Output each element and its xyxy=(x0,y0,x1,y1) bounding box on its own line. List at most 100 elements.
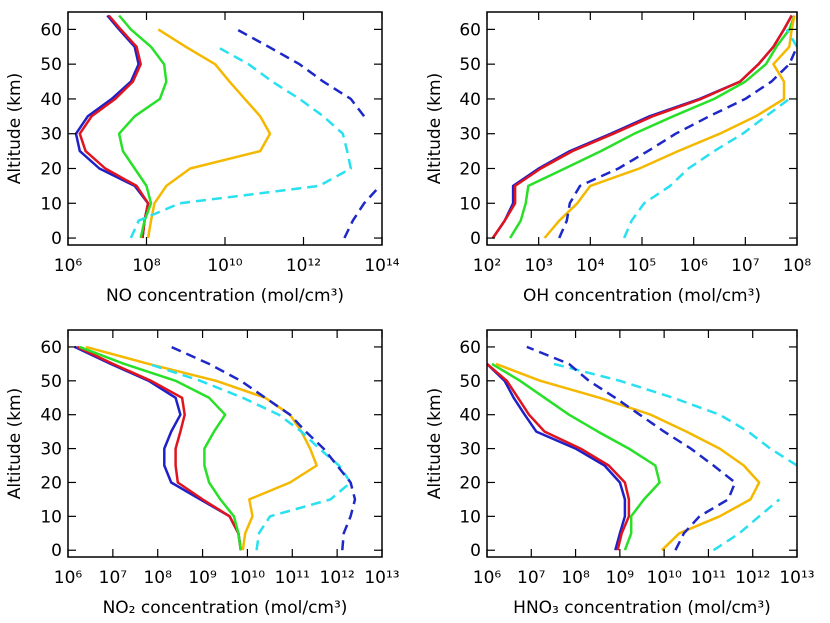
profile-line xyxy=(170,345,357,551)
profile-line xyxy=(526,345,737,551)
x-tick-label: 10⁶ xyxy=(54,568,83,588)
profile-line xyxy=(117,14,168,239)
series-group xyxy=(74,345,357,551)
profile-line xyxy=(129,45,353,239)
y-tick-label: 10 xyxy=(459,194,481,214)
y-tick-label: 50 xyxy=(40,55,62,75)
x-tick-label: 10¹⁰ xyxy=(207,256,242,276)
plot-frame xyxy=(486,329,798,558)
x-tick-label: 10¹³ xyxy=(779,568,814,588)
y-tick-label: 40 xyxy=(40,406,62,426)
y-tick-label: 20 xyxy=(40,473,62,493)
y-tick-label: 60 xyxy=(459,338,481,358)
series-group xyxy=(74,14,381,239)
x-tick-label: 10⁹ xyxy=(606,568,635,588)
plot-frame xyxy=(67,11,383,246)
x-tick-label: 10⁸ xyxy=(132,256,161,276)
y-tick-label: 40 xyxy=(459,90,481,110)
profile-line xyxy=(148,362,352,551)
y-tick-label: 30 xyxy=(459,125,481,145)
y-tick-label: 50 xyxy=(459,372,481,392)
y-axis-label: Altitude (km) xyxy=(425,388,445,500)
profile-line xyxy=(146,28,272,239)
x-tick-label: 10⁷ xyxy=(99,568,128,588)
y-tick-label: 30 xyxy=(459,440,481,460)
x-tick-label: 10³ xyxy=(524,256,552,276)
y-tick-label: 0 xyxy=(470,229,481,249)
y-tick-label: 60 xyxy=(459,20,481,40)
profile-line xyxy=(487,362,627,551)
x-tick-label: 10¹² xyxy=(286,256,321,276)
panel: 0 10 20 30 40 50 60 10² 10³ 10⁴ 10⁵ 10⁶ 10⁷ 10⁸ OH con… xyxy=(425,11,812,306)
x-tick-label: 10⁹ xyxy=(188,568,217,588)
profile-line xyxy=(79,345,243,551)
x-tick-label: 10¹² xyxy=(320,568,355,588)
y-tick-label: 10 xyxy=(40,194,62,214)
profile-line xyxy=(495,362,761,552)
x-tick-label: 10⁵ xyxy=(628,256,656,276)
profile-line xyxy=(236,28,366,118)
x-tick-label: 10⁶ xyxy=(473,568,502,588)
profile-line xyxy=(622,97,791,239)
profile-line xyxy=(74,345,243,551)
y-tick-label: 40 xyxy=(459,406,481,426)
x-tick-label: 10⁴ xyxy=(576,256,605,276)
x-axis-label: OH concentration (mol/cm³) xyxy=(523,286,761,306)
x-tick-label: 10² xyxy=(473,256,501,276)
y-axis-label: Altitude (km) xyxy=(5,73,25,185)
profile-line xyxy=(712,498,781,552)
series-group xyxy=(491,14,797,239)
profile-line xyxy=(558,46,797,239)
y-tick-label: 0 xyxy=(51,229,62,249)
panel: 0 10 20 30 40 50 60 10⁶ 10⁷ 10⁸ 10⁹ 10¹⁰ 10¹¹ 10¹² 10¹… xyxy=(425,329,815,618)
x-tick-label: 10⁸ xyxy=(783,256,812,276)
y-tick-label: 20 xyxy=(459,159,481,179)
x-tick-label: 10⁶ xyxy=(679,256,708,276)
x-tick-label: 10⁶ xyxy=(54,256,83,276)
profile-line xyxy=(553,362,797,467)
profile-line xyxy=(543,15,796,239)
y-axis-label: Altitude (km) xyxy=(5,388,25,500)
profile-line xyxy=(85,345,318,551)
y-tick-label: 50 xyxy=(459,55,481,75)
y-tick-label: 20 xyxy=(459,473,481,493)
x-axis-label: NO concentration (mol/cm³) xyxy=(106,286,344,306)
profile-line xyxy=(491,14,793,239)
profile-line xyxy=(509,15,796,239)
y-tick-label: 30 xyxy=(40,125,62,145)
profile-line xyxy=(487,362,631,551)
profile-line xyxy=(491,362,661,551)
x-axis-label: NO₂ concentration (mol/cm³) xyxy=(103,598,348,618)
profile-line xyxy=(343,185,381,239)
y-tick-label: 10 xyxy=(459,507,481,527)
panel: 0 10 20 30 40 50 60 10⁶ 10⁸ 10¹⁰ 10¹² 10¹⁴ NO concen… xyxy=(5,11,400,306)
x-tick-label: 10⁸ xyxy=(561,568,590,588)
y-tick-label: 30 xyxy=(40,440,62,460)
y-tick-label: 60 xyxy=(40,20,62,40)
x-tick-label: 10¹⁰ xyxy=(647,568,682,588)
series-group xyxy=(487,345,797,552)
y-tick-label: 0 xyxy=(470,541,481,561)
y-axis-label: Altitude (km) xyxy=(425,73,445,185)
profile-line xyxy=(785,28,797,48)
plot-frame xyxy=(486,11,798,246)
x-tick-label: 10¹¹ xyxy=(691,568,726,588)
profile-line xyxy=(76,345,243,551)
y-tick-label: 50 xyxy=(40,372,62,392)
y-tick-label: 10 xyxy=(40,507,62,527)
x-tick-label: 10¹² xyxy=(735,568,770,588)
x-axis-label: HNO₃ concentration (mol/cm³) xyxy=(513,598,771,618)
x-tick-label: 10⁷ xyxy=(731,256,760,276)
x-tick-label: 10⁷ xyxy=(517,568,546,588)
y-tick-label: 60 xyxy=(40,338,62,358)
y-tick-label: 0 xyxy=(51,541,62,561)
x-tick-label: 10¹⁴ xyxy=(364,256,399,276)
x-tick-label: 10⁸ xyxy=(143,568,172,588)
x-tick-label: 10¹⁰ xyxy=(230,568,265,588)
plot-frame xyxy=(67,329,383,558)
y-tick-label: 40 xyxy=(40,90,62,110)
x-tick-label: 10¹³ xyxy=(364,568,399,588)
panel: 0 10 20 30 40 50 60 10⁶ 10⁷ 10⁸ 10⁹ 10¹⁰ 10¹¹ 10¹² 10¹… xyxy=(5,329,400,618)
profile-line xyxy=(78,14,150,239)
